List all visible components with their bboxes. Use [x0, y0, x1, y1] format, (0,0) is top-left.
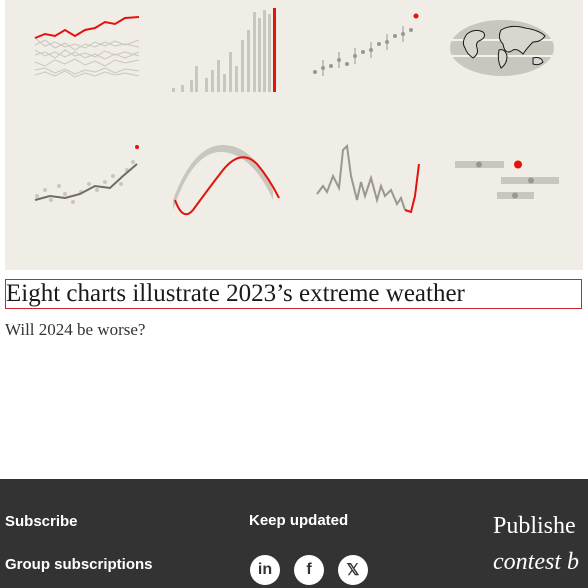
published-text: Publishe: [493, 513, 576, 539]
linkedin-icon[interactable]: in: [250, 555, 280, 585]
mini-chart-seasonal-line: [174, 156, 280, 216]
mini-chart-ranges: [455, 160, 559, 199]
mini-chart-world-map: [450, 20, 554, 76]
group-subscriptions-link[interactable]: Group subscriptions: [5, 556, 153, 573]
weather-charts-illustration: [34, 8, 559, 216]
mini-chart-trend-line: [34, 163, 138, 201]
article-image[interactable]: [5, 0, 583, 270]
mini-chart-bar-highlight: [273, 8, 276, 92]
x-icon[interactable]: 𝕏: [338, 555, 368, 585]
mini-chart-2023-line: [34, 16, 140, 39]
mini-chart-trend-scatter: [35, 160, 135, 204]
mini-chart-scatter: [313, 26, 413, 76]
mini-chart-trend-highlight: [135, 145, 139, 149]
mini-chart-jagged-line: [316, 143, 406, 211]
mini-chart-temperature-lines: [34, 37, 140, 78]
facebook-icon[interactable]: f: [294, 555, 324, 585]
subscribe-link[interactable]: Subscribe: [5, 513, 78, 530]
site-footer: Subscribe Group subscriptions Keep updat…: [0, 479, 588, 588]
article-subtitle: Will 2024 be worse?: [5, 320, 146, 339]
mini-chart-jagged-highlight: [404, 163, 420, 214]
article-headline[interactable]: Eight charts illustrate 2023’s extreme w…: [5, 279, 582, 309]
contest-text: contest b: [493, 549, 579, 575]
keep-updated-heading: Keep updated: [249, 512, 349, 529]
mini-chart-bars: [172, 10, 271, 92]
mini-chart-seasonal-band: [173, 145, 273, 210]
mini-chart-scatter-highlight: [413, 13, 419, 19]
